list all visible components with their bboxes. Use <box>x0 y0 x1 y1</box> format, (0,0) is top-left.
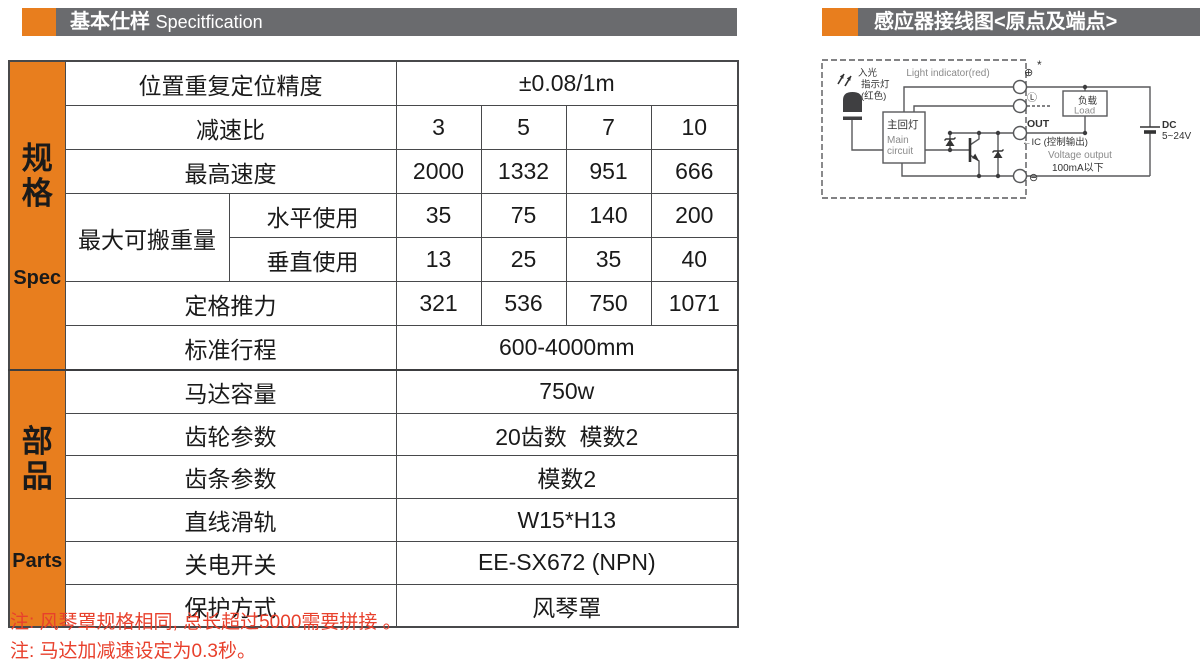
terminal-l-circle <box>1012 98 1028 114</box>
load-box <box>1062 90 1108 117</box>
incident-light-label-3: (红色) <box>861 90 886 102</box>
left-header-title-zh: 基本仕样 <box>70 11 150 33</box>
value-photo-switch: EE-SX672 (NPN) <box>395 540 739 585</box>
main-circuit-box <box>882 111 926 164</box>
right-header-bar <box>858 8 1200 36</box>
value-payload-v-2: 25 <box>480 237 567 282</box>
zener-diode-icon <box>992 149 1004 158</box>
value-linear-rail: W15*H13 <box>395 498 739 542</box>
terminal-minus-circle <box>1012 168 1028 184</box>
value-ratio-2: 5 <box>480 105 567 150</box>
value-payload-v-4: 40 <box>650 237 739 282</box>
value-payload-h-2: 75 <box>480 193 567 238</box>
row-label-accuracy: 位置重复定位精度 <box>64 60 397 106</box>
value-speed-4: 666 <box>650 149 739 194</box>
left-header-title: 基本仕样 Specitfication <box>70 8 263 36</box>
row-label-linear-rail: 直线滑轨 <box>64 498 397 542</box>
ic-control-output-label: ←IC (控制输出) <box>1022 136 1088 148</box>
footnote-2: 注: 马达加减速设定为0.3秒。 <box>10 641 256 662</box>
terminal-circles <box>1012 79 1028 184</box>
row-label-protection: 保护方式 <box>64 583 397 628</box>
value-payload-v-3: 35 <box>565 237 652 282</box>
dc-battery-icon <box>1140 126 1160 134</box>
left-header-accent-square <box>22 8 56 36</box>
sidebar-section-spec: 规格 Spec <box>8 60 66 371</box>
junction-dots <box>947 84 1088 179</box>
terminal-plus-circle <box>1012 79 1028 95</box>
value-thrust-3: 750 <box>565 281 652 326</box>
value-motor-capacity: 750w <box>395 368 739 414</box>
value-payload-h-3: 140 <box>565 193 652 238</box>
row-label-max-payload: 最大可搬重量 <box>64 193 230 282</box>
footnote-1: 注: 风琴罩规格相同, 总长超过5000需要拼接 。 <box>10 612 402 633</box>
value-speed-2: 1332 <box>480 149 567 194</box>
led-indicator-icon <box>837 73 862 120</box>
value-payload-h-4: 200 <box>650 193 739 238</box>
value-gear-params: 20齿数 模数2 <box>395 412 739 457</box>
value-ratio-1: 3 <box>395 105 482 150</box>
left-header-title-en: Specitfication <box>155 12 263 32</box>
value-accuracy: ±0.08/1m <box>395 60 739 106</box>
value-speed-1: 2000 <box>395 149 482 194</box>
load-en-label: Load <box>1074 106 1095 117</box>
value-rack-params: 模数2 <box>395 455 739 500</box>
incident-light-label-2: 指示灯 <box>861 79 890 91</box>
sidebar-parts-en: Parts <box>12 550 63 573</box>
value-payload-v-1: 13 <box>395 237 482 282</box>
right-header-title: 感应器接线图<原点及端点> <box>874 11 1118 33</box>
terminal-out-label: OUT <box>1027 118 1050 130</box>
sidebar-spec-en: Spec <box>13 267 62 290</box>
footnotes: 注: 风琴罩规格相同, 总长超过5000需要拼接 。 注: 马达加减速设定为0.… <box>10 608 402 666</box>
value-thrust-1: 321 <box>395 281 482 326</box>
right-header-accent-square <box>822 8 858 36</box>
sidebar-parts-zh: 部品 <box>21 424 53 494</box>
left-header-bar <box>56 8 737 36</box>
current-limit-label: 100mA以下 <box>1052 163 1104 174</box>
terminal-plus-glyph: ⊕ <box>1024 67 1033 79</box>
row-label-motor-capacity: 马达容量 <box>64 368 397 414</box>
row-label-rated-thrust: 定格推力 <box>64 281 397 326</box>
row-label-max-speed: 最高速度 <box>64 149 397 194</box>
value-standard-stroke: 600-4000mm <box>395 325 739 371</box>
dc-label: DC <box>1162 120 1176 131</box>
row-label-reduction-ratio: 减速比 <box>64 105 397 150</box>
emitter-arrow-icon <box>972 153 979 161</box>
spec-table: 规格 Spec 位置重复定位精度 ±0.08/1m 减速比 3 5 7 10 最… <box>8 60 740 629</box>
voltage-output-label: Voltage output <box>1048 150 1112 161</box>
wiring-diagram-svg: Light indicator(red) 入光 指示灯 (红色) 主回灯 Mai… <box>821 58 1192 199</box>
sensor-wiring-diagram: Light indicator(red) 入光 指示灯 (红色) 主回灯 Mai… <box>818 50 1200 222</box>
row-label-rack-params: 齿条参数 <box>64 455 397 500</box>
terminal-out-circle <box>1012 125 1028 141</box>
row-label-photo-switch: 关电开关 <box>64 540 397 585</box>
incident-light-label-1: 入光 <box>858 67 878 79</box>
light-indicator-label: Light indicator(red) <box>906 68 989 79</box>
value-thrust-4: 1071 <box>650 281 739 326</box>
sidebar-spec-zh: 规格 <box>21 140 53 211</box>
row-label-standard-stroke: 标准行程 <box>64 325 397 371</box>
terminal-l-glyph: Ⓛ <box>1027 92 1037 104</box>
terminal-minus-glyph: ⊖ <box>1029 172 1038 184</box>
value-thrust-2: 536 <box>480 281 567 326</box>
dc-voltage-range-label: 5~24V <box>1162 131 1192 142</box>
main-circuit-en-label-1: Main <box>887 135 909 146</box>
value-ratio-4: 10 <box>650 105 739 150</box>
main-circuit-en-label-2: circuit <box>887 146 913 157</box>
zener-diode-icon <box>944 137 956 146</box>
value-payload-h-1: 35 <box>395 193 482 238</box>
row-label-payload-horizontal: 水平使用 <box>228 193 397 238</box>
main-circuit-zh-label: 主回灯 <box>887 119 919 131</box>
row-label-payload-vertical: 垂直使用 <box>228 237 397 282</box>
sidebar-section-parts: 部品 Parts <box>8 368 66 628</box>
load-zh-label: 负载 <box>1078 95 1098 107</box>
value-protection: 风琴罩 <box>395 583 739 628</box>
value-speed-3: 951 <box>565 149 652 194</box>
terminal-plus-asterisk: * <box>1037 58 1042 72</box>
row-label-gear-params: 齿轮参数 <box>64 412 397 457</box>
value-ratio-3: 7 <box>565 105 652 150</box>
